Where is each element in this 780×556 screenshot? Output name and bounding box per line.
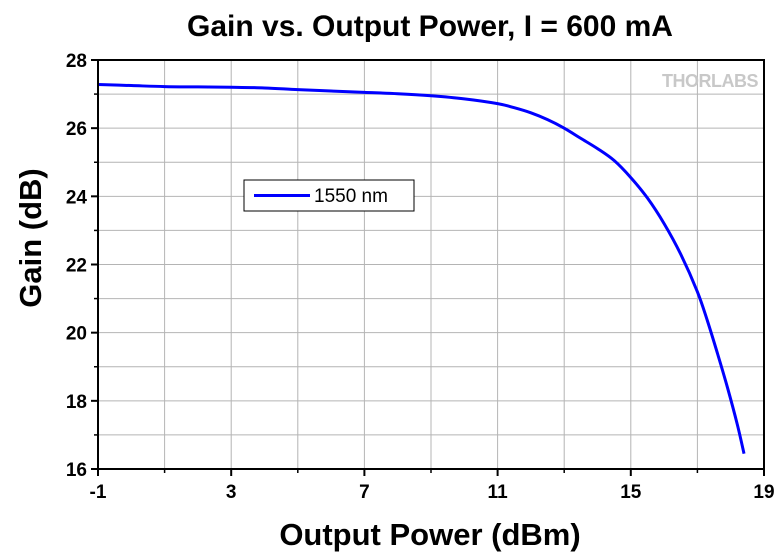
y-tick-labels: 16 18 20 22 24 26 28 [66,51,88,481]
thorlabs-logo: THORLABS [662,71,758,91]
y-tick-label: 26 [66,119,87,140]
x-tick-label: 15 [620,482,642,503]
legend: 1550 nm [243,179,415,212]
chart-title: Gain vs. Output Power, I = 600 mA [187,10,673,43]
x-tick-label: 7 [359,482,370,503]
y-tick-label: 16 [66,460,87,481]
series-line [97,83,746,454]
gridlines [98,60,764,469]
y-tick-label: 24 [66,187,88,208]
y-tick-label: 22 [66,256,87,277]
x-tick-label: -1 [90,482,107,503]
minor-ticks [91,59,765,476]
legend-label: 1550 nm [314,186,388,207]
y-tick-label: 28 [66,51,87,72]
y-tick-label: 20 [66,324,87,345]
y-axis-label: Gain (dB) [13,168,48,308]
x-tick-labels: -1 3 7 11 15 19 [90,482,775,503]
data-series [97,83,746,454]
plot-area-border [97,59,765,470]
y-tick-label: 18 [66,392,87,413]
x-tick-label: 19 [753,482,774,503]
x-axis-label: Output Power (dBm) [279,517,580,552]
x-tick-label: 3 [226,482,237,503]
x-tick-label: 11 [488,482,509,503]
